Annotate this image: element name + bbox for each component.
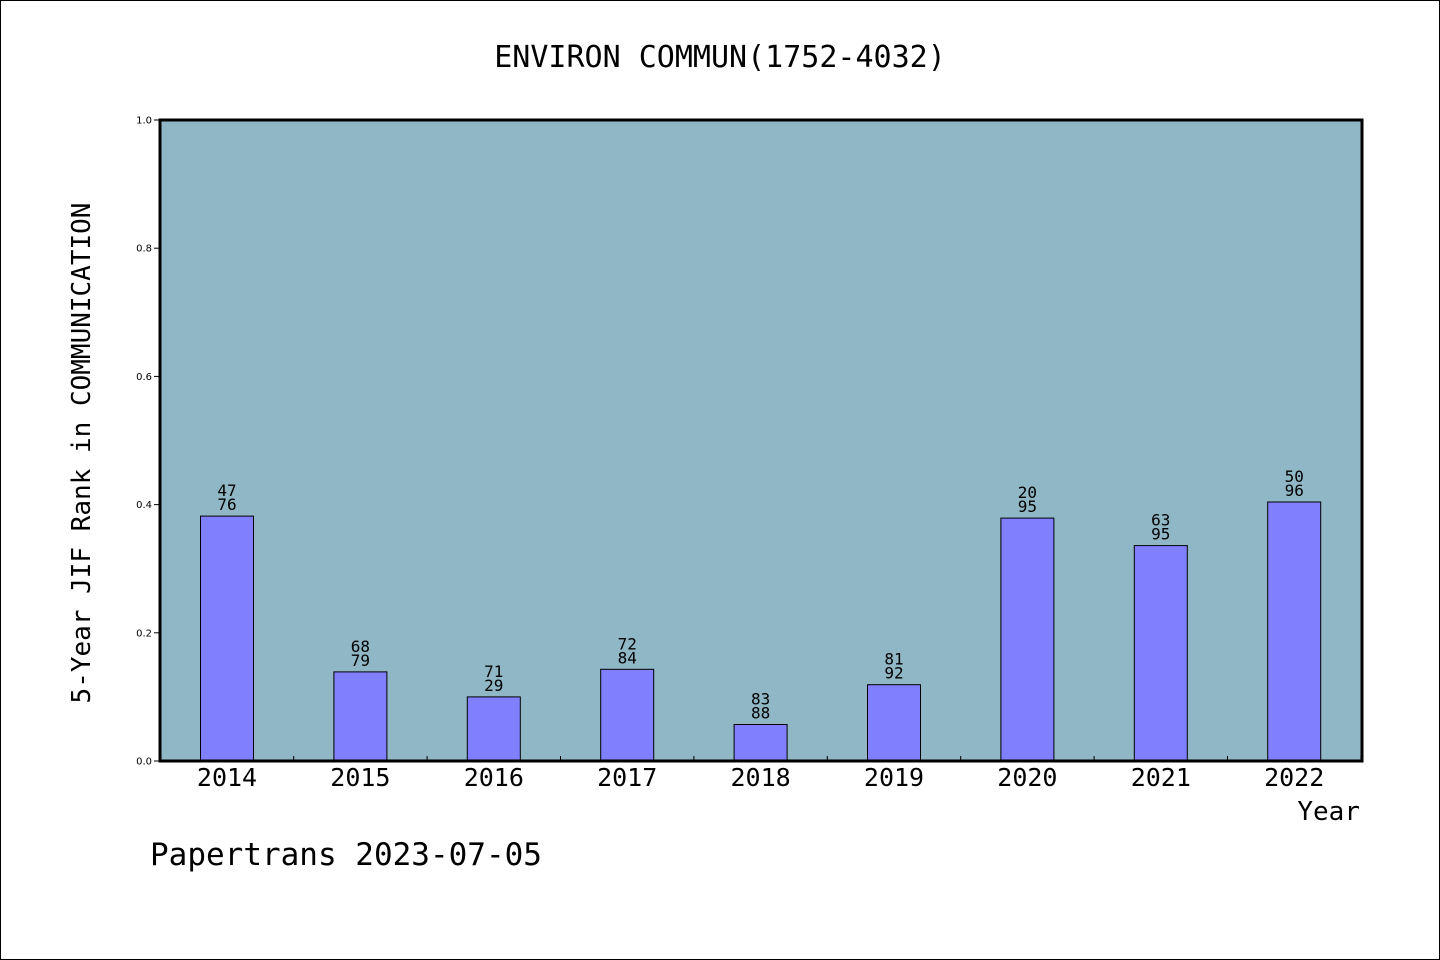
chart-title: ENVIRON COMMUN(1752-4032) bbox=[494, 40, 946, 75]
bar-label-2018-bottom: 88 bbox=[751, 704, 770, 723]
bars-layer bbox=[200, 501, 1322, 762]
bar-label-2021-bottom: 95 bbox=[1151, 525, 1170, 544]
bar-label-2017-bottom: 84 bbox=[618, 648, 637, 667]
x-tick-label-2021: 2021 bbox=[1131, 763, 1191, 792]
bar-label-2018-top: 83 bbox=[751, 690, 770, 709]
bar-2014 bbox=[200, 515, 254, 762]
x-tick-label-2015: 2015 bbox=[330, 763, 390, 792]
bar-2019 bbox=[867, 684, 921, 762]
y-tick-label: 0.8 bbox=[136, 244, 152, 255]
x-tick-label-2014: 2014 bbox=[197, 763, 257, 792]
bar-label-2022-bottom: 96 bbox=[1285, 481, 1304, 500]
x-tick-label-2018: 2018 bbox=[730, 763, 790, 792]
y-tick-label: 0.6 bbox=[136, 372, 152, 383]
y-axis-label: 5-Year JIF Rank in COMMUNICATION bbox=[67, 203, 97, 704]
bar-label-2022-top: 50 bbox=[1285, 467, 1304, 486]
bar-label-2019-top: 81 bbox=[884, 650, 903, 669]
x-axis: 2014 2015 2016 2017 2018 2019 2020 2021 2022 bbox=[159, 756, 1362, 792]
plot-border bbox=[158, 118, 1364, 763]
bar-2022 bbox=[1267, 501, 1322, 762]
bar-2015 bbox=[333, 671, 388, 762]
bar-label-2016-top: 71 bbox=[484, 662, 503, 681]
bar-2020 bbox=[1000, 517, 1055, 762]
y-tick-label: 0.0 bbox=[136, 757, 152, 768]
x-tick-label-2022: 2022 bbox=[1264, 763, 1324, 792]
bar-2016 bbox=[466, 696, 521, 762]
x-tick-label-2020: 2020 bbox=[997, 763, 1057, 792]
y-tick-label: 0.4 bbox=[136, 500, 152, 511]
bar-2017 bbox=[600, 668, 655, 762]
bar-label-2014-top: 47 bbox=[217, 481, 236, 500]
x-tick-label-2019: 2019 bbox=[864, 763, 924, 792]
bar-label-2021-top: 63 bbox=[1151, 511, 1170, 530]
bar-label-2019-bottom: 92 bbox=[884, 664, 903, 683]
bar-2018 bbox=[733, 724, 788, 762]
y-tick-label: 1.0 bbox=[136, 116, 152, 127]
x-tick-label-2016: 2016 bbox=[464, 763, 524, 792]
bar-label-2020-bottom: 95 bbox=[1018, 497, 1037, 516]
bar-label-2016-bottom: 29 bbox=[484, 676, 503, 695]
bar-label-2014-bottom: 76 bbox=[217, 495, 236, 514]
bar-label-2015-top: 68 bbox=[351, 637, 370, 656]
bar-label-2020-top: 20 bbox=[1018, 483, 1037, 502]
bar-label-2017-top: 72 bbox=[618, 634, 637, 653]
x-tick-label-2017: 2017 bbox=[597, 763, 657, 792]
y-axis: 0.0 0.2 0.4 0.6 0.8 1.0 bbox=[136, 116, 161, 768]
bar-2021 bbox=[1133, 545, 1188, 762]
footer-date: Papertrans 2023-07-05 bbox=[150, 837, 542, 873]
y-tick-label: 0.2 bbox=[136, 628, 152, 639]
x-axis-label: Year bbox=[1297, 797, 1360, 827]
bar-label-2015-bottom: 79 bbox=[351, 651, 370, 670]
